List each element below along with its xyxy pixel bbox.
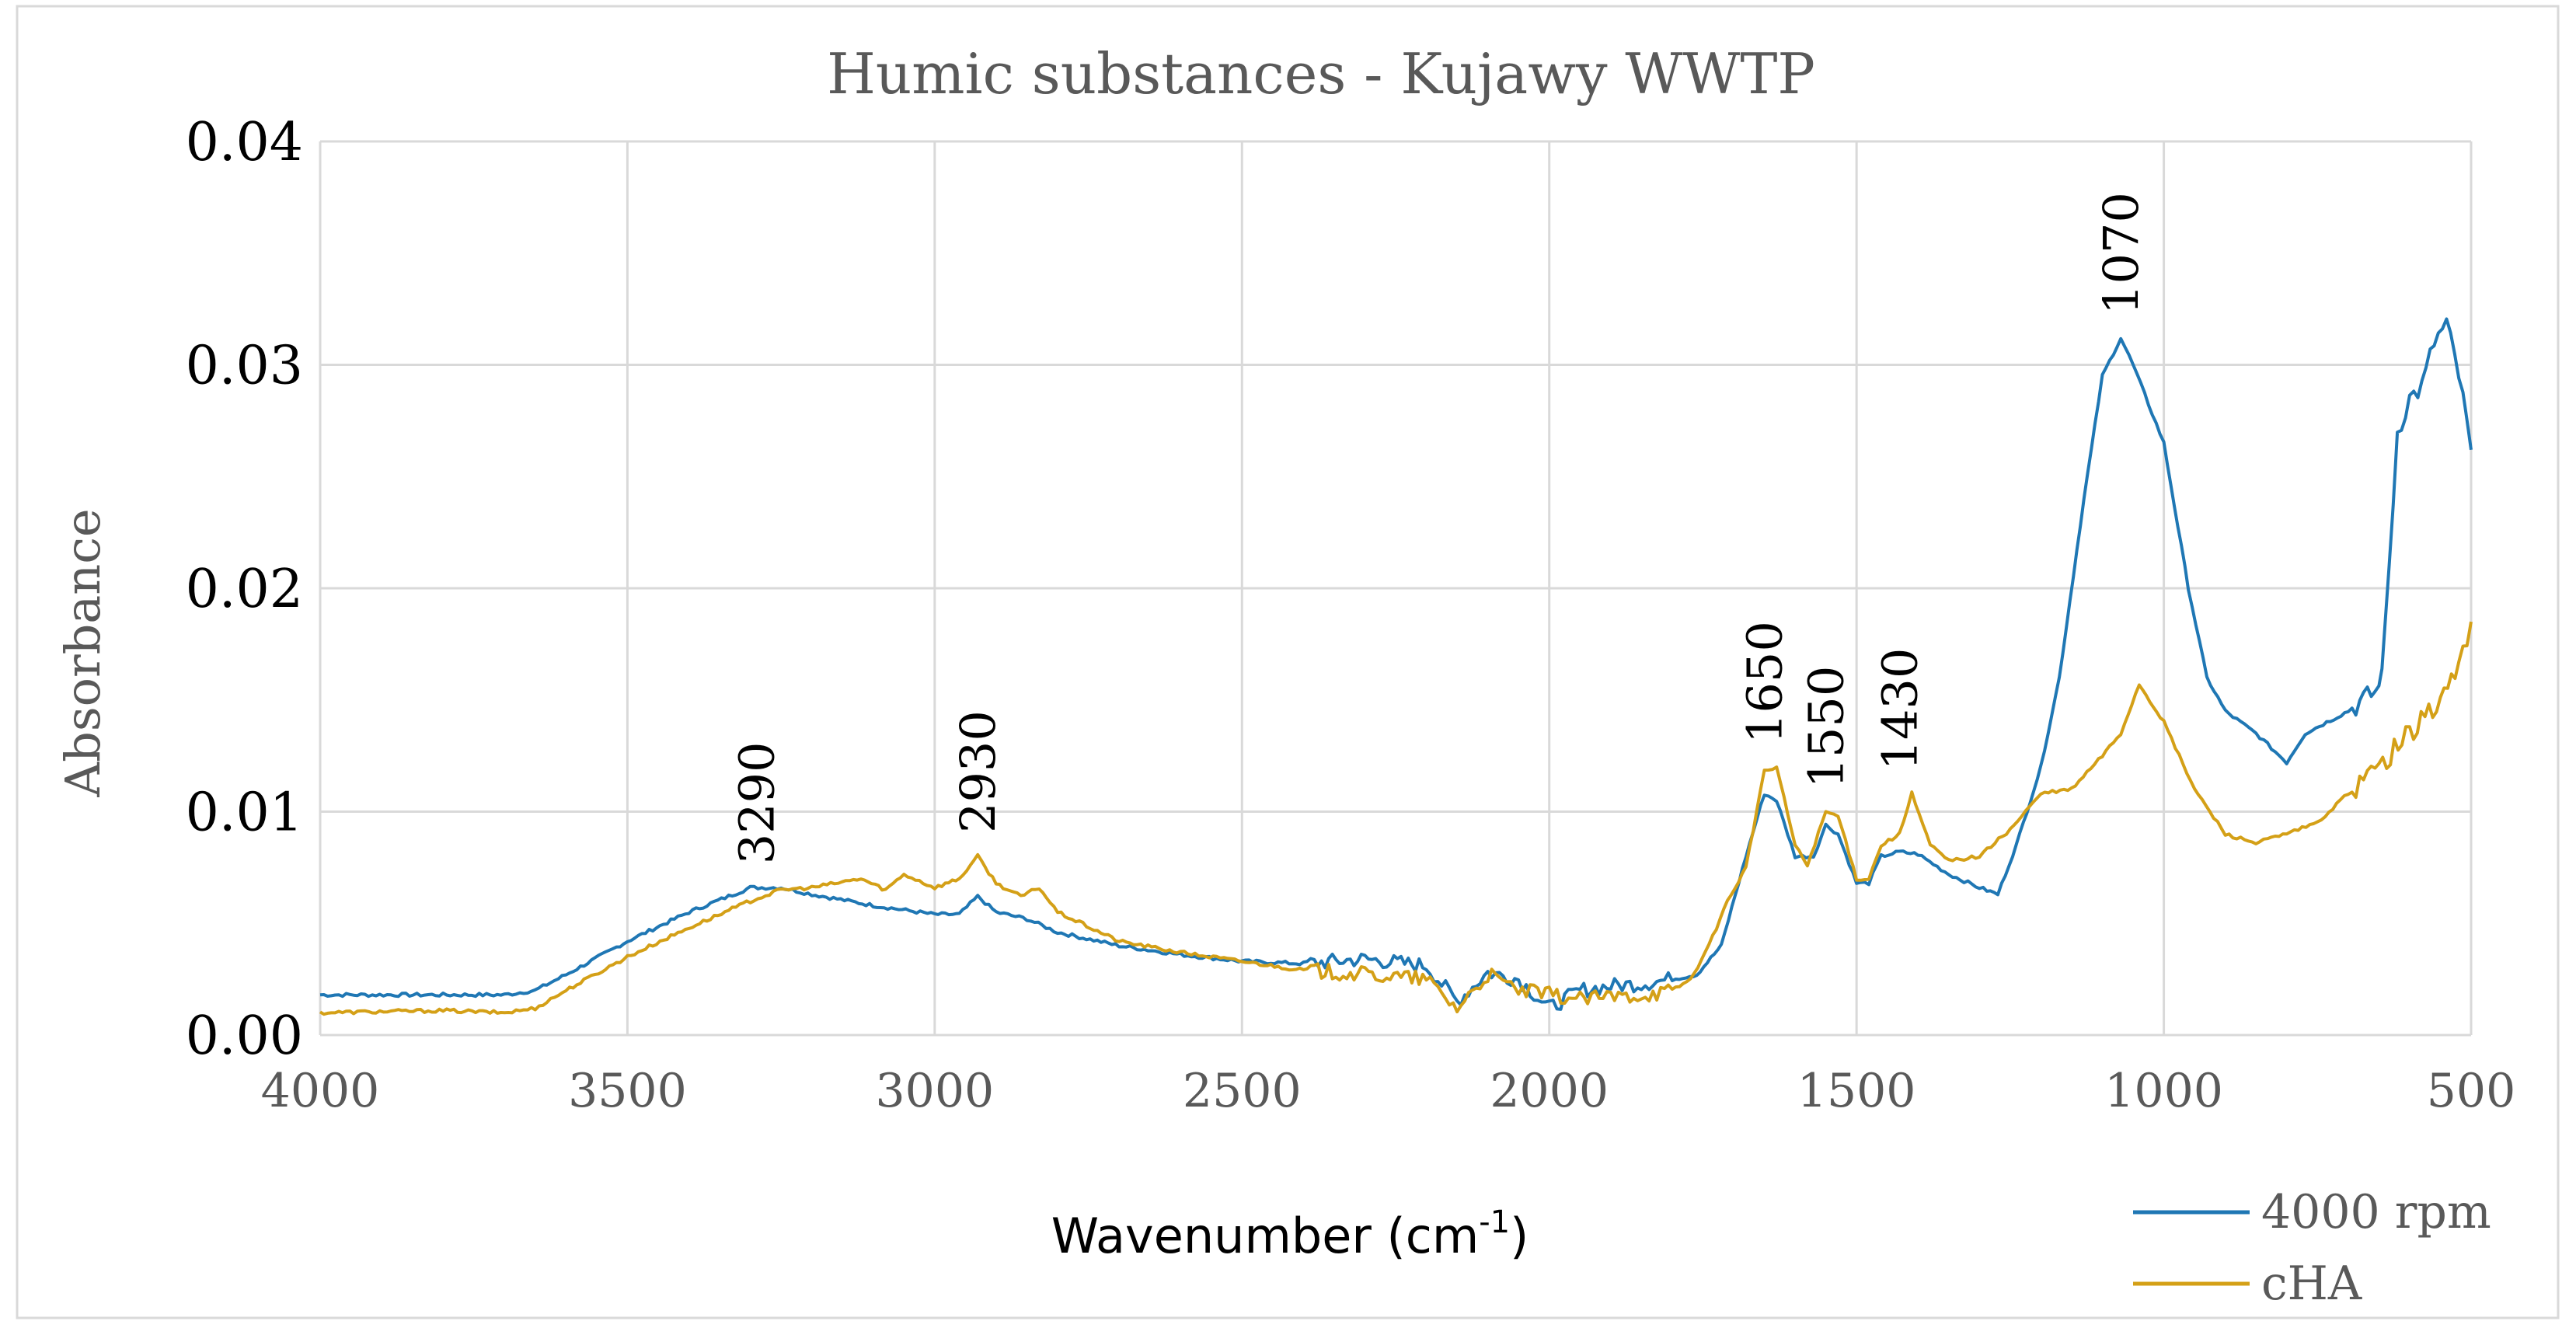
legend: 4000 rpm cHA xyxy=(2133,1185,2491,1311)
x-tick-label: 3500 xyxy=(568,1064,687,1118)
x-tick-label: 4000 xyxy=(261,1064,380,1118)
y-tick-label: 0.01 xyxy=(186,783,303,844)
peak-label: 2930 xyxy=(950,710,1006,833)
annotations: 3290 2930 1650 1550 1430 1070 xyxy=(729,192,2150,864)
y-tick-label: 0.03 xyxy=(186,336,303,397)
peak-label: 1070 xyxy=(2093,192,2149,315)
chart-title: Humic substances - Kujawy WWTP xyxy=(827,41,1815,106)
x-tick-label: 1000 xyxy=(2104,1064,2223,1118)
x-axis-label-sup: -1 xyxy=(1479,1204,1510,1240)
chart-border xyxy=(16,5,2560,1319)
peak-label: 1650 xyxy=(1737,621,1793,744)
x-tick-label: 3000 xyxy=(876,1064,995,1118)
x-tick-label: 500 xyxy=(2427,1064,2516,1118)
x-axis-label-main: Wavenumber (cm xyxy=(1051,1208,1480,1264)
series-lines xyxy=(319,317,2473,1016)
peak-label: 1430 xyxy=(1872,648,1929,771)
x-tick-label: 1500 xyxy=(1797,1064,1916,1118)
y-axis-label: Absorbance xyxy=(54,508,111,797)
series-line-cha xyxy=(319,621,2473,1016)
peak-label: 3290 xyxy=(729,742,786,865)
axes: 0.00 0.01 0.02 0.03 0.04 4000 3500 3000 2500 2000… xyxy=(186,112,2516,1118)
y-tick-label: 0.00 xyxy=(186,1006,303,1067)
legend-label-cha: cHA xyxy=(2261,1257,2362,1311)
x-axis-label: Wavenumber (cm-1) xyxy=(1051,1204,1529,1264)
y-tick-label: 0.04 xyxy=(186,112,303,173)
legend-label-4000rpm: 4000 rpm xyxy=(2261,1185,2491,1239)
series-line-4000-rpm xyxy=(319,317,2473,1011)
y-tick-label: 0.02 xyxy=(186,559,303,620)
gridlines xyxy=(319,140,2473,1037)
x-tick-label: 2000 xyxy=(1490,1064,1609,1118)
x-axis-label-close: ) xyxy=(1510,1208,1529,1264)
peak-label: 1550 xyxy=(1798,666,1855,789)
x-tick-label: 2500 xyxy=(1183,1064,1302,1118)
